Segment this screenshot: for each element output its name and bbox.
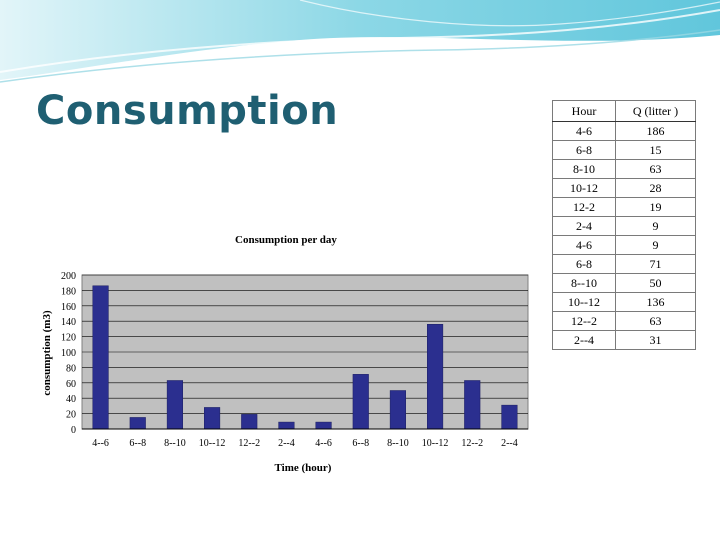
consumption-table: Hour Q (litter ) 4-6 186 6-8 15 8-10 63 10-12 2… — [552, 100, 696, 350]
table-row: 6-8 15 — [552, 140, 696, 160]
y-tick-label: 40 — [66, 394, 76, 405]
table-cell-hour: 2--4 — [552, 330, 616, 350]
x-tick-label: 10--12 — [422, 438, 449, 449]
table-cell-hour: 10--12 — [552, 292, 616, 312]
table-cell-hour: 12-2 — [552, 197, 616, 217]
table-header-row: Hour Q (litter ) — [552, 100, 696, 122]
x-tick-label: 2--4 — [501, 438, 518, 449]
table-cell-hour: 6-8 — [552, 254, 616, 274]
table-row: 10-12 28 — [552, 178, 696, 198]
y-tick-label: 100 — [61, 348, 76, 359]
y-tick-label: 200 — [61, 271, 76, 282]
chart-x-axis-label: Time (hour) — [275, 462, 332, 474]
table-cell-hour: 4-6 — [552, 235, 616, 255]
table-cell-quantity: 136 — [615, 292, 696, 312]
table-cell-hour: 8--10 — [552, 273, 616, 293]
bar — [315, 421, 332, 430]
y-tick-label: 80 — [66, 363, 76, 374]
bar — [464, 380, 481, 430]
x-tick-label: 8--10 — [387, 438, 409, 449]
plot-area: 0 20 40 60 80 100 120 140 160 180 200 4--6 6--8 8--10… — [61, 271, 529, 449]
table-row: 4-6 9 — [552, 235, 696, 255]
chart-y-axis-label: consumption (m3) — [41, 310, 53, 396]
bar — [241, 414, 258, 430]
bar — [389, 390, 406, 430]
table-row: 2-4 9 — [552, 216, 696, 236]
bar — [278, 421, 295, 430]
y-tick-label: 120 — [61, 333, 76, 344]
x-tick-label: 8--10 — [164, 438, 186, 449]
table-row: 2--4 31 — [552, 330, 696, 350]
table-row: 6-8 71 — [552, 254, 696, 274]
x-tick-label: 4--6 — [315, 438, 332, 449]
table-cell-hour: 10-12 — [552, 178, 616, 198]
y-tick-label: 140 — [61, 317, 76, 328]
table-cell-quantity: 186 — [615, 121, 696, 141]
bar — [204, 407, 221, 430]
x-tick-label: 12--2 — [238, 438, 260, 449]
slide-title: Consumption — [36, 88, 339, 134]
y-tick-label: 60 — [66, 379, 76, 390]
table-row: 10--12 136 — [552, 292, 696, 312]
table-cell-quantity: 28 — [615, 178, 696, 198]
chart-svg: Consumption per day consumption (m3) Tim… — [41, 234, 529, 474]
table-cell-quantity: 71 — [615, 254, 696, 274]
x-tick-label: 6--8 — [129, 438, 146, 449]
chart-title: Consumption per day — [235, 234, 337, 246]
table-body: 4-6 186 6-8 15 8-10 63 10-12 28 12-2 19 2-4 9 4-6 9 6-… — [552, 121, 696, 350]
y-tick-label: 0 — [71, 425, 76, 436]
table-header-quantity: Q (litter ) — [615, 100, 696, 122]
table-cell-hour: 12--2 — [552, 311, 616, 331]
table-header-hour: Hour — [552, 100, 616, 122]
table-row: 4-6 186 — [552, 121, 696, 141]
bar — [427, 324, 444, 430]
bar — [92, 285, 109, 430]
bar — [352, 374, 369, 430]
table-cell-quantity: 50 — [615, 273, 696, 293]
x-tick-label: 10--12 — [199, 438, 226, 449]
x-tick-label: 6--8 — [352, 438, 369, 449]
y-tick-label: 20 — [66, 410, 76, 421]
bar — [501, 404, 518, 430]
table-cell-quantity: 63 — [615, 159, 696, 179]
table-cell-quantity: 9 — [615, 216, 696, 236]
x-tick-label: 12--2 — [461, 438, 483, 449]
bar — [166, 380, 183, 430]
table-cell-hour: 6-8 — [552, 140, 616, 160]
table-cell-hour: 8-10 — [552, 159, 616, 179]
table-cell-hour: 4-6 — [552, 121, 616, 141]
header-wave-decoration — [0, 0, 720, 83]
table-cell-quantity: 63 — [615, 311, 696, 331]
table-row: 12-2 19 — [552, 197, 696, 217]
table-row: 12--2 63 — [552, 311, 696, 331]
table-cell-quantity: 9 — [615, 235, 696, 255]
consumption-chart: Consumption per day consumption (m3) Tim… — [34, 225, 538, 487]
x-tick-label: 4--6 — [92, 438, 109, 449]
table-row: 8-10 63 — [552, 159, 696, 179]
bar — [129, 417, 146, 430]
x-tick-label: 2--4 — [278, 438, 295, 449]
table-row: 8--10 50 — [552, 273, 696, 293]
table-cell-quantity: 19 — [615, 197, 696, 217]
table-cell-quantity: 31 — [615, 330, 696, 350]
y-tick-label: 180 — [61, 286, 76, 297]
table-cell-hour: 2-4 — [552, 216, 616, 236]
y-tick-label: 160 — [61, 302, 76, 313]
table-cell-quantity: 15 — [615, 140, 696, 160]
